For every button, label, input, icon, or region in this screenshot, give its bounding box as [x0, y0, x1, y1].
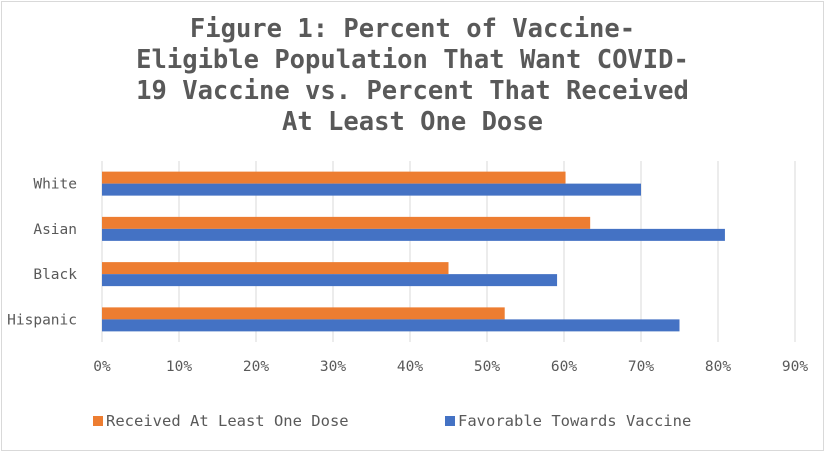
- legend-label: Received At Least One Dose: [106, 412, 349, 430]
- x-tick-label: 30%: [320, 359, 346, 375]
- bar: [102, 216, 591, 229]
- legend-label: Favorable Towards Vaccine: [458, 412, 691, 430]
- category-label: Black: [33, 267, 77, 283]
- x-tick-label: 0%: [93, 359, 111, 375]
- chart-title: Figure 1: Percent of Vaccine- Eligible P…: [136, 14, 689, 137]
- category-label: White: [33, 177, 77, 193]
- legend: Received At Least One Dose Favorable Towa…: [93, 412, 691, 430]
- x-tick-label: 50%: [474, 359, 500, 375]
- bar: [102, 319, 680, 332]
- category-axis: White Asian Black Hispanic: [7, 177, 77, 329]
- x-tick-label: 90%: [782, 359, 808, 375]
- bar: [102, 262, 449, 275]
- bars: [102, 171, 725, 332]
- value-axis: 0% 10% 20% 30% 40% 50% 60% 70% 80% 90%: [93, 359, 808, 375]
- x-tick-label: 10%: [166, 359, 192, 375]
- category-label: Hispanic: [7, 312, 77, 328]
- x-tick-label: 20%: [243, 359, 269, 375]
- x-tick-label: 80%: [705, 359, 731, 375]
- bar: [102, 183, 641, 196]
- bar: [102, 171, 566, 184]
- x-tick-label: 40%: [397, 359, 423, 375]
- bar: [102, 274, 558, 287]
- category-label: Asian: [33, 222, 77, 238]
- x-tick-label: 70%: [628, 359, 654, 375]
- legend-swatch: [93, 416, 103, 426]
- legend-swatch: [445, 416, 455, 426]
- bar: [102, 307, 505, 320]
- bar: [102, 228, 725, 241]
- x-tick-label: 60%: [551, 359, 577, 375]
